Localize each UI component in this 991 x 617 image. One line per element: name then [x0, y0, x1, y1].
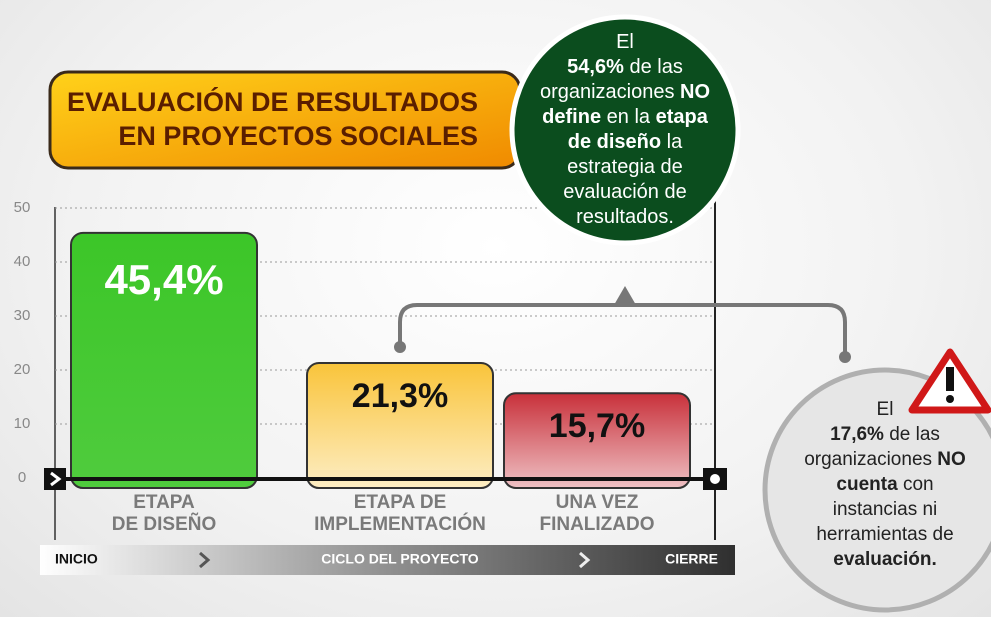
callout-part: de las organizaciones: [804, 424, 940, 470]
callout-text: El 17,6% de las organizaciones NO cuenta…: [795, 397, 975, 572]
timeline-arrow: [579, 551, 591, 569]
bracket-pointer: [614, 286, 636, 305]
bar: [306, 361, 494, 490]
start-marker: [44, 468, 66, 490]
x-tick-label: FINALIZADO: [539, 514, 654, 535]
callout-part: NO define: [542, 81, 711, 128]
title: EN PROYECTOS SOCIALES: [118, 121, 478, 151]
callout-part: El: [616, 31, 634, 53]
timeline-label: CICLO DEL PROYECTO: [321, 551, 479, 567]
y-tick-label: 10: [14, 415, 31, 432]
end-dot: [710, 474, 720, 484]
bar: [503, 392, 691, 489]
value-label: 21,3%: [352, 377, 448, 415]
callout-circle: [509, 14, 741, 246]
timeline-arrow: [199, 551, 211, 569]
callout-part: 54,6%: [567, 56, 624, 78]
callout-part: etapa de diseño: [567, 106, 708, 153]
x-tick-label: DE DISEÑO: [112, 513, 217, 535]
bar: [70, 231, 258, 489]
callout-part: evaluación.: [833, 549, 937, 570]
title: EVALUACIÓN DE RESULTADOS: [67, 86, 478, 117]
x-tick-label: ETAPA: [133, 492, 195, 513]
x-tick-label: UNA VEZ: [556, 492, 639, 513]
warning-mark: [946, 367, 954, 391]
bracket-dot: [839, 351, 851, 363]
y-tick-label: 20: [14, 361, 31, 378]
callout-part: NO cuenta: [836, 449, 966, 495]
y-tick-label: 50: [14, 199, 31, 216]
callout-part: la estrategia de evaluación de resultado…: [563, 131, 687, 228]
timeline-end: CIERRE: [665, 551, 718, 567]
start-arrow: [50, 471, 62, 487]
value-label: 15,7%: [549, 407, 645, 445]
bracket-dot: [394, 341, 406, 353]
value-label: 45,4%: [104, 256, 223, 303]
y-tick-label: 0: [18, 469, 26, 486]
callout-part: El: [876, 399, 894, 420]
bracket: [398, 303, 847, 355]
y-tick-label: 40: [14, 253, 31, 270]
callout-part: con instancias ni herramientas de: [816, 474, 954, 545]
warning-mark: [946, 395, 954, 403]
timeline-bar: [40, 545, 735, 575]
y-tick-label: 30: [14, 307, 31, 324]
callout-part: en la: [606, 106, 651, 128]
timeline-start: INICIO: [55, 551, 98, 567]
x-tick-label: ETAPA DE: [354, 492, 447, 513]
x-tick-label: IMPLEMENTACIÓN: [314, 513, 486, 535]
callout-circle: [762, 367, 991, 613]
callout-part: de las organizaciones: [539, 56, 683, 103]
callout-part: 17,6%: [830, 424, 884, 445]
callout-text: El 54,6% de las organizaciones NO define…: [530, 30, 720, 230]
